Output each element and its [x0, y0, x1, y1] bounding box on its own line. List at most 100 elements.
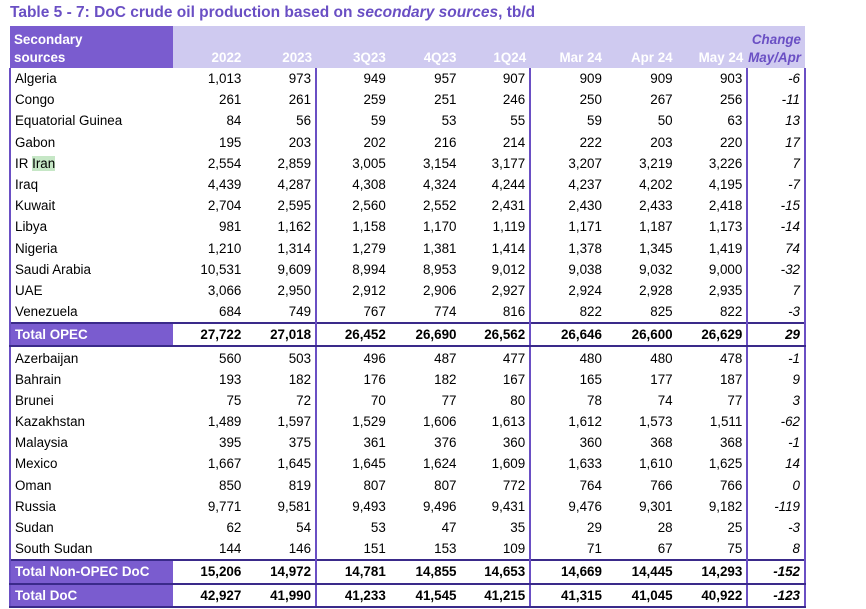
value-cell: 41,233: [315, 582, 390, 608]
value-cell: 4,439: [207, 177, 242, 193]
table-row: IR Iran 2,554 2,859 3,005 3,154 3,177 3,207 3,2…: [9, 152, 806, 174]
row-label: South Sudan: [9, 538, 173, 561]
value-cell: 9,431: [491, 498, 526, 514]
header-sources: sources: [10, 47, 173, 68]
value-cell: 56: [296, 113, 312, 129]
row-label-prefix: IR: [15, 155, 33, 171]
value-cell: 903: [719, 71, 743, 87]
value-cell: 62: [226, 520, 242, 536]
row-label: Venezuela: [9, 301, 173, 324]
table-row: Gabon 195 203 202 216 214 222 203 220 17: [9, 131, 806, 153]
table-row: Iraq 4,439 4,287 4,308 4,324 4,244 4,237 4,202 4…: [9, 173, 806, 196]
value-cell: 14,669: [529, 559, 606, 585]
value-cell: 909: [650, 71, 673, 87]
value-cell: 4,202: [639, 177, 673, 193]
value-cell: 41,215: [460, 582, 531, 608]
table-row: Azerbaijan 560 503 496 487 477 480 480 478 -1: [9, 346, 806, 369]
value-cell: 67: [657, 541, 673, 557]
value-cell: 2,552: [422, 198, 457, 214]
header-period: May 24: [676, 47, 748, 68]
value-cell: 41,315: [529, 582, 606, 608]
value-cell: 360: [502, 435, 526, 451]
value-cell: 772: [502, 477, 526, 493]
change-cell: 17: [746, 131, 806, 153]
value-cell: 1,414: [491, 240, 526, 256]
value-cell: 250: [529, 89, 606, 111]
value-cell: 77: [727, 392, 743, 408]
value-cell: 1,624: [422, 456, 457, 472]
table-row: Bahrain 193 182 176 182 167 165 177 187 9: [9, 368, 806, 390]
change-cell: 14: [746, 453, 806, 475]
row-label: Total Non-OPEC DoC: [9, 559, 173, 585]
table-row: Mexico 1,667 1,645 1,645 1,624 1,609 1,633 1,61…: [9, 453, 806, 475]
value-cell: 55: [510, 113, 526, 129]
value-cell: 807: [434, 477, 457, 493]
value-cell: 9,000: [708, 261, 743, 277]
value-cell: 774: [434, 304, 457, 320]
change-cell: 7: [746, 152, 806, 174]
value-cell: 26,452: [315, 322, 390, 348]
row-label: Nigeria: [9, 237, 173, 259]
table-row: Algeria 1,013 973 949 957 907 909 909 903 -6: [9, 68, 806, 90]
value-cell: 84: [226, 113, 242, 129]
header-period: Apr 24: [605, 47, 677, 68]
row-label: UAE: [9, 279, 173, 302]
table-row: Venezuela 684 749 767 774 816 822 825 822 -3: [9, 301, 806, 324]
value-cell: 14,445: [605, 559, 677, 585]
value-cell: 59: [529, 110, 606, 132]
value-cell: 2,431: [491, 198, 526, 214]
table-row: Russia 9,771 9,581 9,493 9,496 9,431 9,476 9,30…: [9, 495, 806, 517]
value-cell: 256: [719, 92, 743, 108]
value-cell: 109: [502, 541, 526, 557]
value-cell: 203: [650, 134, 673, 150]
value-cell: 41,545: [389, 582, 461, 608]
value-cell: 25: [727, 520, 743, 536]
value-cell: 53: [315, 516, 390, 539]
value-cell: 1,162: [277, 219, 312, 235]
value-cell: 220: [719, 134, 743, 150]
change-cell: 9: [746, 368, 806, 390]
value-cell: 8,953: [422, 261, 457, 277]
value-cell: 165: [529, 368, 606, 390]
change-cell: 13: [746, 110, 806, 132]
value-cell: 1,013: [207, 71, 242, 87]
value-cell: 9,581: [277, 498, 312, 514]
value-cell: 478: [719, 350, 743, 366]
value-cell: 176: [315, 368, 390, 390]
value-cell: 2,935: [708, 282, 743, 298]
value-cell: 850: [219, 477, 242, 493]
value-cell: 15,206: [172, 559, 246, 585]
header-period: 2022: [172, 47, 246, 68]
change-cell: -32: [746, 258, 806, 280]
value-cell: 54: [296, 520, 312, 536]
value-cell: 2,950: [277, 282, 312, 298]
value-cell: 3,219: [639, 155, 673, 171]
value-cell: 9,182: [708, 498, 743, 514]
value-cell: 4,287: [277, 177, 312, 193]
value-cell: 144: [219, 541, 242, 557]
value-cell: 2,906: [422, 282, 457, 298]
value-cell: 14,855: [389, 559, 461, 585]
row-label: Oman: [9, 474, 173, 496]
value-cell: 182: [288, 371, 312, 387]
value-cell: 167: [502, 371, 526, 387]
value-cell: 10,531: [200, 261, 242, 277]
table-row: South Sudan 144 146 151 153 109 71 67 75 8: [9, 538, 806, 561]
header-period: 2023: [245, 47, 317, 68]
value-cell: 819: [288, 477, 312, 493]
value-cell: 907: [502, 71, 526, 87]
value-cell: 26,600: [605, 322, 677, 348]
value-cell: 177: [650, 371, 673, 387]
value-cell: 1,597: [277, 414, 312, 430]
value-cell: 1,345: [639, 240, 673, 256]
value-cell: 72: [296, 392, 312, 408]
table-row: Congo 261 261 259 251 246 250 267 256 -11: [9, 89, 806, 111]
value-cell: 480: [529, 346, 606, 369]
value-cell: 3,177: [491, 155, 526, 171]
table-row: Kuwait 2,704 2,595 2,560 2,552 2,431 2,430 2,43…: [9, 195, 806, 217]
change-cell: 7: [746, 279, 806, 302]
value-cell: 9,496: [422, 498, 457, 514]
table-row: Brunei 75 72 70 77 80 78 74 77 3: [9, 389, 806, 411]
value-cell: 1,489: [207, 414, 242, 430]
change-cell: 74: [746, 237, 806, 259]
